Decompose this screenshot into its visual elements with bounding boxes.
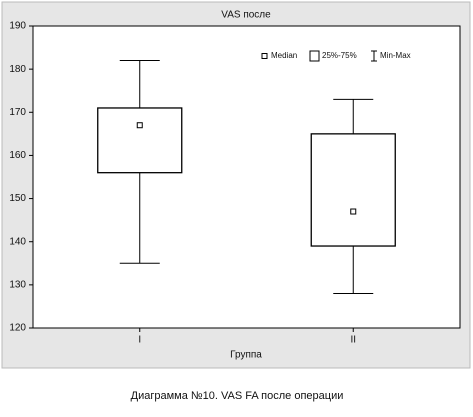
- median-marker: [350, 208, 357, 215]
- legend-label: 25%-75%: [322, 51, 357, 60]
- box: [97, 107, 183, 174]
- legend-median-icon: [261, 53, 268, 59]
- box: [310, 133, 396, 247]
- x-tick-label: I: [138, 335, 141, 346]
- legend-label: Median: [271, 51, 297, 60]
- y-tick-label: 150: [9, 193, 26, 204]
- x-tick-label: II: [350, 335, 356, 346]
- caption: Диаграмма №10. VAS FA после операции: [131, 390, 344, 402]
- y-tick-label: 140: [9, 236, 26, 247]
- y-tick-label: 120: [9, 323, 26, 334]
- y-tick-label: 160: [9, 150, 26, 161]
- median-marker: [136, 122, 143, 129]
- y-tick-label: 190: [9, 21, 26, 32]
- chart-title: VAS после: [221, 10, 271, 21]
- x-axis-label: Группа: [230, 350, 262, 361]
- y-tick-label: 180: [9, 64, 26, 75]
- legend-box-icon: [309, 50, 320, 62]
- y-tick-label: 130: [9, 279, 26, 290]
- y-tick-label: 170: [9, 107, 26, 118]
- plot-area: [32, 25, 461, 329]
- legend-label: Min-Max: [380, 51, 411, 60]
